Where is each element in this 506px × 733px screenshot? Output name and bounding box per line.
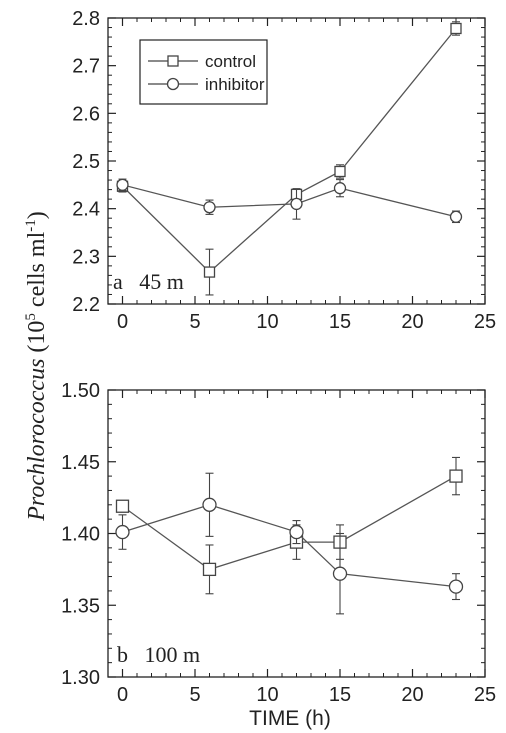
panel-b-control-point xyxy=(115,499,130,513)
panel-a-ytick-label: 2.7 xyxy=(72,56,100,78)
panel-b-inhibitor-point xyxy=(115,524,130,540)
panel-b-xtick-label: 5 xyxy=(189,684,200,706)
panel-a-control-point xyxy=(203,266,216,278)
panel-a-xtick-label: 10 xyxy=(256,311,278,333)
panel-a-label: a 45 m xyxy=(113,269,184,294)
panel-b-xtick-label: 20 xyxy=(401,684,423,706)
panel-b-xtick-label: 10 xyxy=(256,684,278,706)
panel-b-control-line xyxy=(122,475,457,571)
panel-b-control-point xyxy=(449,469,463,483)
legend: control inhibitor xyxy=(139,39,268,105)
panel-a-ytick-label: 2.6 xyxy=(72,103,100,125)
panel-a-xtick-label: 5 xyxy=(189,311,200,333)
panel-a-xtick-label: 20 xyxy=(401,311,423,333)
panel-b-inhibitor-point xyxy=(289,524,304,540)
panel-a-control-point xyxy=(450,22,462,35)
panel-b-inhibitor-point xyxy=(332,566,348,581)
panel-b-ytick-label: 1.35 xyxy=(61,595,100,617)
panel-a-ytick-label: 2.8 xyxy=(72,8,100,30)
panel-a-inhibitor-point xyxy=(333,182,347,195)
panel-a-ytick-label: 2.5 xyxy=(72,151,100,173)
legend-control-label: control xyxy=(205,52,256,71)
panel-b-xtick-label: 25 xyxy=(474,684,496,706)
legend-inhibitor-circle-icon xyxy=(166,77,180,91)
panel-a-xtick-label: 15 xyxy=(329,311,351,333)
panel-a-inhibitor-point xyxy=(116,178,129,191)
legend-box xyxy=(139,39,268,105)
panel-b-ytick-label: 1.50 xyxy=(61,380,100,402)
legend-control-square-icon xyxy=(167,55,179,67)
panel-a-inhibitor-point xyxy=(449,210,463,223)
panel-b-ytick-label: 1.30 xyxy=(61,667,100,689)
panel-b-xtick-label: 15 xyxy=(329,684,351,706)
panel-b-inhibitor-point xyxy=(448,579,464,594)
x-axis-title: TIME (h) xyxy=(249,707,331,730)
panel-b-ticks: 0 5 10 15 20 25 1.30 1.35 1.40 1.45 1.50 xyxy=(61,380,496,706)
panel-a-ytick-label: 2.2 xyxy=(72,294,100,316)
panel-a-inhibitor-point xyxy=(290,197,303,211)
panel-b: 0 5 10 15 20 25 1.30 1.35 1.40 1.45 1.50 b 100 m xyxy=(61,380,496,706)
panel-a-xtick-label: 25 xyxy=(474,311,496,333)
panel-b-label: b 100 m xyxy=(117,642,200,667)
panel-a-ytick-label: 2.4 xyxy=(72,199,100,221)
panel-a-xtick-label: 0 xyxy=(117,311,128,333)
y-axis-title: Prochlorococcus (105 cells ml-1) xyxy=(23,211,50,522)
panel-a-inhibitor-point xyxy=(203,201,216,214)
panel-a-ticks: 0 5 10 15 20 25 2.2 2.3 2.4 2.5 2.6 2.7 2.8 xyxy=(72,8,496,333)
panel-b-ytick-label: 1.45 xyxy=(61,452,100,474)
panel-b-inhibitor-point xyxy=(202,497,217,512)
panel-b-xtick-label: 0 xyxy=(117,684,128,706)
panel-a: 0 5 10 15 20 25 2.2 2.3 2.4 2.5 2.6 2.7 2.8 control … xyxy=(72,8,496,333)
panel-a-ytick-label: 2.3 xyxy=(72,246,100,268)
panel-b-ytick-label: 1.40 xyxy=(61,524,100,546)
panel-b-marks xyxy=(115,456,464,615)
panel-b-inhibitor-line xyxy=(122,504,457,588)
legend-inhibitor-label: inhibitor xyxy=(205,75,265,94)
panel-a-control-point xyxy=(334,165,346,178)
panel-a-marks xyxy=(116,21,463,296)
panel-b-control-point xyxy=(202,562,217,577)
